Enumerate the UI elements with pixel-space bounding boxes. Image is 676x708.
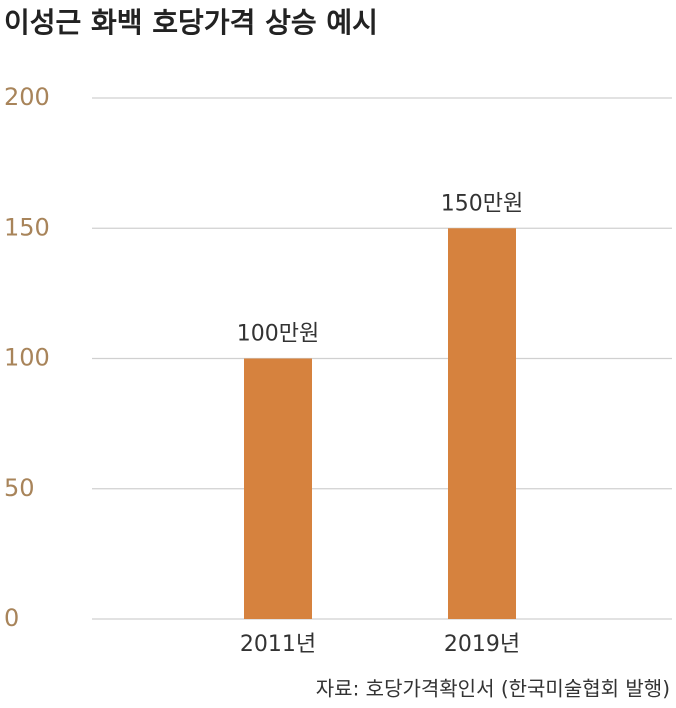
value-label: 100만원 — [237, 322, 319, 347]
source-note: 자료: 호당가격확인서 (한국미술협회 발행) — [316, 677, 670, 701]
x-tick-label: 2019년 — [444, 632, 520, 657]
x-tick-label: 2011년 — [240, 632, 316, 657]
value-label: 150만원 — [441, 191, 523, 216]
bar — [448, 228, 516, 619]
y-tick-label: 150 — [4, 213, 50, 241]
bar — [244, 358, 312, 619]
y-tick-label: 50 — [4, 474, 35, 502]
y-tick-label: 100 — [4, 344, 50, 372]
chart-title: 이성근 화백 호당가격 상승 예시 — [4, 6, 378, 39]
y-tick-label: 0 — [4, 604, 19, 632]
y-tick-label: 200 — [4, 83, 50, 111]
